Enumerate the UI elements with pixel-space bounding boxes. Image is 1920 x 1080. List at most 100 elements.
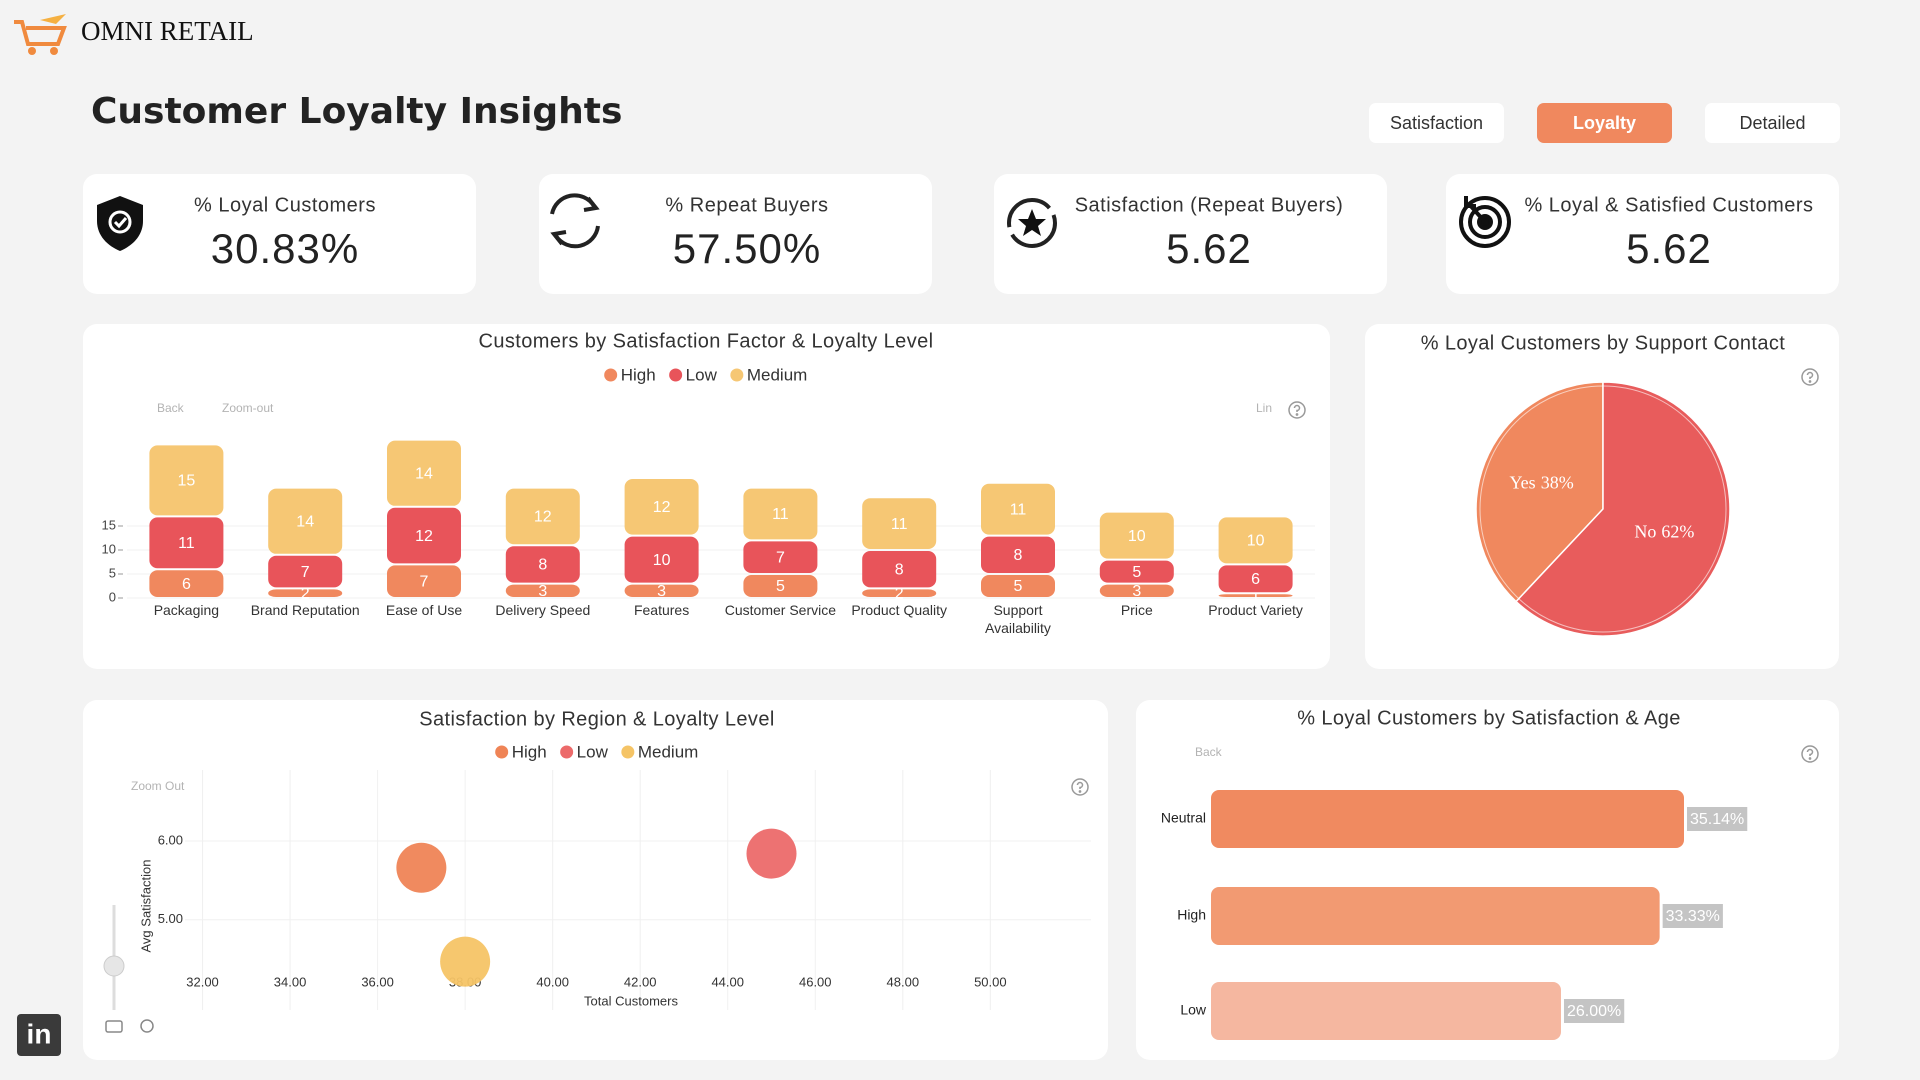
bar-segment <box>743 541 818 573</box>
bar-segment <box>862 551 937 588</box>
tab-label[interactable]: Loyalty <box>1573 113 1636 133</box>
refresh-icon <box>550 193 600 249</box>
kpi-value: 57.50% <box>673 225 821 272</box>
data-label-bg <box>1687 807 1748 831</box>
data-label: 11 <box>1010 501 1027 518</box>
x-tick-label: 36.00 <box>361 974 394 989</box>
tab[interactable] <box>1705 103 1840 143</box>
bar-segment <box>1218 594 1293 597</box>
zoom-slider[interactable] <box>103 905 154 1033</box>
linkedin-badge[interactable] <box>17 1014 61 1056</box>
legend-swatch <box>730 368 744 382</box>
y-tick-label: 6.00 <box>158 832 183 847</box>
toolbar-button[interactable]: Lin <box>1256 401 1272 415</box>
shield-icon <box>97 196 143 251</box>
toolbar-button[interactable]: Back <box>1195 745 1223 759</box>
chart-card <box>83 700 1108 1060</box>
linkedin-text[interactable]: in <box>27 1018 52 1049</box>
bar-segment <box>624 536 699 583</box>
pie-slice <box>1514 381 1731 637</box>
kpi-value: 5.62 <box>1166 225 1252 272</box>
kpi-value: 5.62 <box>1626 225 1712 272</box>
bar-segment <box>149 570 224 597</box>
data-label: 7 <box>420 573 429 590</box>
tab[interactable] <box>1369 103 1504 143</box>
data-label: 8 <box>895 561 904 578</box>
x-tick-label: Customer Service <box>724 602 837 618</box>
legend-swatch <box>495 745 509 759</box>
y-axis-label: Avg Satisfaction <box>138 860 153 953</box>
pie-ring <box>1479 385 1727 633</box>
toolbar-button[interactable]: Back <box>157 401 185 415</box>
data-label: 33.33% <box>1666 908 1720 925</box>
kpi-value: 30.83% <box>211 225 359 272</box>
bar-segment <box>1218 517 1293 564</box>
data-label: 10 <box>1247 533 1265 550</box>
bar-segment <box>387 440 461 506</box>
bar-segment <box>1218 565 1293 593</box>
data-label: 3 <box>657 583 666 600</box>
bar-segment <box>387 507 461 564</box>
toolbar-button[interactable]: Zoom-out <box>222 401 274 415</box>
bar-segment <box>862 498 937 549</box>
bar-segment <box>1099 560 1174 583</box>
x-tick-label: 32.00 <box>186 974 219 989</box>
data-label: 12 <box>415 528 433 545</box>
slice-value: 62% <box>1661 521 1694 541</box>
data-label: 6 <box>1251 571 1260 588</box>
chart-title: % Loyal Customers by Support Contact <box>1421 332 1786 354</box>
data-label: 11 <box>772 506 789 523</box>
y-tick-label: 15 <box>102 517 116 532</box>
y-tick-label: Neutral <box>1161 810 1206 826</box>
x-tick-label: Brand Reputation <box>250 602 360 618</box>
legend: High Low Medium <box>495 742 698 761</box>
kpi-card <box>1446 174 1839 294</box>
x-tick-label: 40.00 <box>536 974 569 989</box>
page-title: Customer Loyalty Insights <box>91 91 622 132</box>
slice-label: Yes 38% <box>1509 473 1573 493</box>
data-label: 5 <box>1132 564 1141 581</box>
bar-segment <box>743 488 818 540</box>
data-label: 15 <box>178 473 196 490</box>
data-label: 26.00% <box>1567 1003 1621 1020</box>
bar-segment <box>505 546 580 583</box>
slice-category: No <box>1634 521 1656 541</box>
legend-swatch <box>560 745 574 759</box>
data-label: 10 <box>653 552 671 569</box>
bar-segment <box>268 488 343 554</box>
data-label: 7 <box>301 564 310 581</box>
target-icon <box>1459 196 1511 248</box>
help-icon[interactable] <box>1071 368 1819 796</box>
tab-label[interactable]: Detailed <box>1739 113 1805 133</box>
kpi-label: % Loyal Customers <box>194 194 376 216</box>
slice-value: 38% <box>1541 473 1574 493</box>
data-label: 5 <box>776 578 785 595</box>
x-tick-label: Packaging <box>153 602 220 618</box>
chart-title: Satisfaction by Region & Loyalty Level <box>419 708 774 730</box>
bar-segment <box>505 584 580 597</box>
kpi-label: Satisfaction (Repeat Buyers) <box>1075 194 1344 216</box>
bar-segment <box>149 445 224 516</box>
bar-segment <box>862 589 937 597</box>
data-label-bg <box>1563 999 1625 1023</box>
x-tick-label: 34.00 <box>274 974 307 989</box>
legend-swatch <box>669 368 683 382</box>
tab[interactable] <box>1537 103 1672 143</box>
y-tick-label: Low <box>1180 1002 1207 1018</box>
legend-label: Medium <box>638 742 698 761</box>
kpi-label: % Loyal & Satisfied Customers <box>1524 194 1813 216</box>
bar-segment <box>981 483 1055 535</box>
tab-label[interactable]: Satisfaction <box>1390 113 1483 133</box>
x-tick-label: 50.00 <box>974 974 1007 989</box>
data-label: 2 <box>895 585 904 602</box>
bar-segment <box>268 555 343 588</box>
x-axis-label: Total Customers <box>584 993 678 1008</box>
bar-segment <box>624 479 699 535</box>
bar-segment <box>981 536 1055 573</box>
legend-label: Low <box>577 742 609 761</box>
chart-title: Customers by Satisfaction Factor & Loyal… <box>479 330 934 352</box>
toolbar-button[interactable]: Zoom Out <box>131 779 185 793</box>
chart-title: % Loyal Customers by Satisfaction & Age <box>1297 707 1681 729</box>
